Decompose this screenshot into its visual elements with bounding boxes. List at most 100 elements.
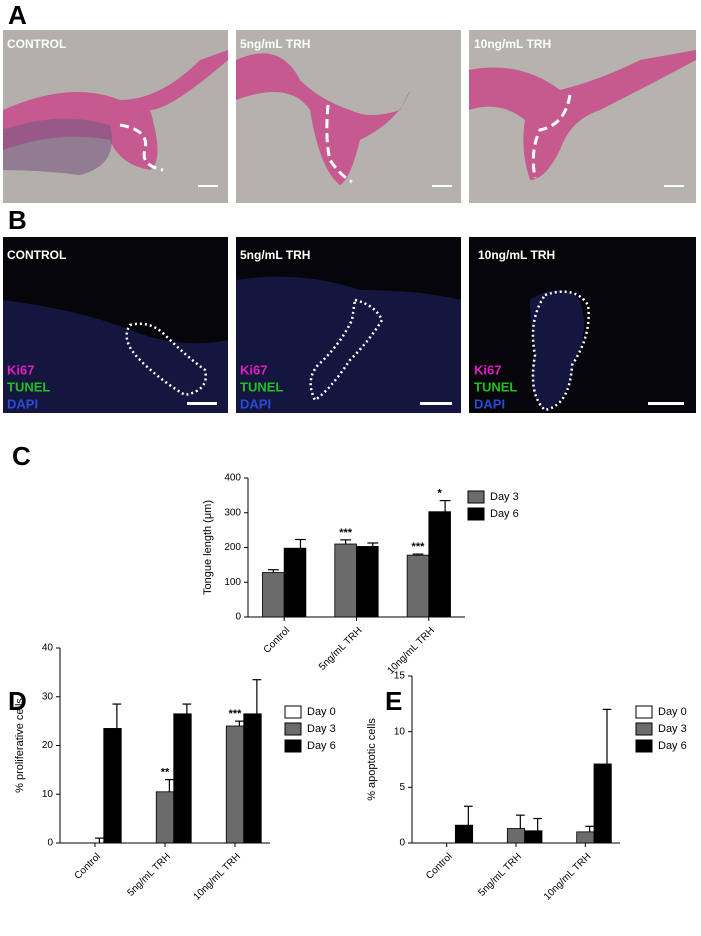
significance-label: ***	[339, 527, 353, 539]
panel-letter: D	[8, 686, 27, 716]
bar	[428, 511, 451, 618]
bar	[356, 546, 379, 618]
bar	[283, 547, 307, 618]
legend-label: Day 0	[307, 706, 336, 718]
panel-letter: C	[12, 441, 31, 471]
y-tick-label: 30	[42, 691, 54, 702]
legend-label: Day 3	[307, 723, 336, 735]
legend-label: Day 3	[490, 491, 519, 503]
nuclei	[236, 276, 461, 413]
tissue	[3, 118, 112, 175]
panel-letter: E	[385, 686, 402, 716]
stain-label: DAPI	[474, 396, 505, 411]
significance-label: ***	[412, 541, 426, 553]
stain-label: Ki67	[240, 362, 267, 377]
x-tick-label: Control	[424, 851, 455, 882]
panel-letter: A	[8, 0, 27, 30]
image-label: 10ng/mL TRH	[478, 248, 555, 262]
panel-letter: B	[8, 205, 27, 235]
image-label: CONTROL	[7, 248, 66, 262]
bar	[593, 763, 612, 844]
y-axis-label: % proliferative cells	[14, 698, 26, 793]
outline	[119, 123, 164, 172]
legend-swatch	[467, 490, 485, 504]
y-tick-label: 15	[394, 671, 406, 682]
image-label: 5ng/mL TRH	[240, 37, 310, 51]
x-tick-label: 5ng/mL TRH	[317, 625, 364, 672]
x-tick-label: 10ng/mL TRH	[542, 851, 593, 902]
significance-label: **	[161, 767, 170, 779]
tissue	[469, 50, 696, 180]
legend-label: Day 6	[658, 740, 687, 752]
bar	[506, 828, 526, 844]
bar	[243, 713, 262, 844]
bar	[103, 728, 122, 844]
nuclei	[3, 300, 228, 413]
scale-bar	[187, 402, 217, 405]
legend-swatch	[635, 722, 653, 736]
y-axis-label: % apoptotic cells	[366, 718, 378, 801]
bar	[454, 824, 474, 844]
significance-label: ***	[229, 708, 243, 720]
y-tick-label: 200	[224, 542, 241, 553]
legend-label: Day 0	[658, 706, 687, 718]
outline	[531, 290, 590, 412]
panel-b: CONTROL 5ng/mL TRH 10ng/mL TRH	[3, 237, 696, 413]
image-label: CONTROL	[7, 37, 66, 51]
y-tick-label: 400	[224, 473, 241, 484]
stain-label: Ki67	[474, 362, 501, 377]
stain-label: DAPI	[240, 396, 271, 411]
legend-swatch	[467, 507, 485, 521]
stain-label: TUNEL	[474, 379, 517, 394]
legend-label: Day 6	[490, 508, 519, 520]
x-tick-label: 10ng/mL TRH	[192, 851, 243, 902]
scale-bar	[420, 402, 452, 405]
y-axis-label: Tongue length (μm)	[202, 500, 214, 595]
bar	[173, 713, 192, 844]
scale-bar	[648, 402, 684, 405]
scale-bar	[432, 185, 452, 187]
stain-label: Ki67	[7, 362, 34, 377]
outline	[531, 94, 572, 179]
y-tick-label: 0	[235, 612, 241, 623]
outline	[325, 104, 353, 184]
tissue	[236, 53, 410, 186]
bar	[524, 830, 543, 844]
x-tick-label: Control	[72, 851, 103, 882]
tissue	[3, 50, 228, 170]
y-tick-label: 20	[42, 740, 54, 751]
bar	[406, 554, 430, 618]
x-tick-label: 5ng/mL TRH	[477, 851, 524, 898]
x-tick-label: 5ng/mL TRH	[126, 851, 173, 898]
y-tick-label: 10	[42, 789, 54, 800]
legend-swatch	[284, 705, 302, 719]
legend-swatch	[284, 739, 302, 753]
scale-bar	[198, 185, 218, 187]
scale-bar	[664, 185, 684, 187]
legend-swatch	[635, 705, 653, 719]
y-tick-label: 0	[399, 838, 405, 849]
bar	[155, 791, 175, 844]
stain-label: TUNEL	[7, 379, 50, 394]
bar	[225, 725, 245, 844]
bar	[576, 831, 595, 844]
y-tick-label: 0	[47, 838, 53, 849]
y-tick-label: 300	[224, 507, 241, 518]
legend-label: Day 3	[658, 723, 687, 735]
significance-label: *	[438, 487, 443, 499]
legend-swatch	[635, 739, 653, 753]
stain-label: TUNEL	[240, 379, 283, 394]
image-label: 10ng/mL TRH	[474, 37, 551, 51]
legend-swatch	[284, 722, 302, 736]
bar	[334, 543, 357, 618]
bar	[262, 572, 285, 618]
x-tick-label: Control	[262, 625, 293, 656]
legend-label: Day 6	[307, 740, 336, 752]
outline	[309, 298, 384, 402]
x-tick-label: 10ng/mL TRH	[385, 625, 436, 676]
stain-label: DAPI	[7, 396, 38, 411]
panel-a: CONTROL 5ng/mL TRH 10ng/mL TRH	[3, 30, 696, 203]
image-label: 5ng/mL TRH	[240, 248, 310, 262]
y-tick-label: 100	[224, 577, 241, 588]
